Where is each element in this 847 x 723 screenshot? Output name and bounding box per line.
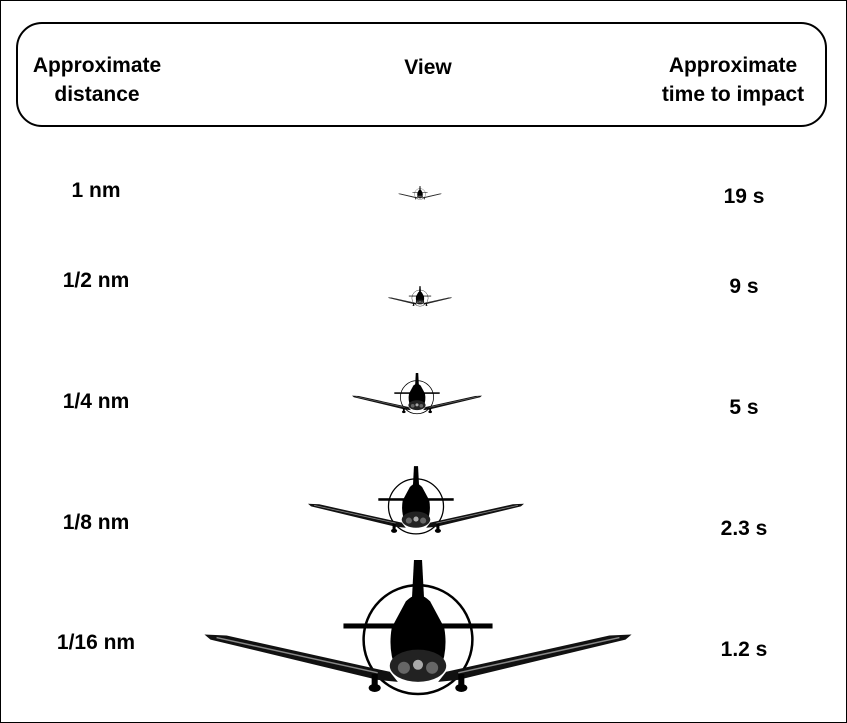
distance-label-row-3: 1/4 nm bbox=[62, 390, 130, 413]
aircraft-front-view-icon bbox=[388, 286, 452, 307]
column-header-view: View bbox=[404, 56, 452, 79]
aircraft-front-view-icon bbox=[308, 465, 524, 535]
time-label-row-1: 19 s bbox=[723, 185, 765, 208]
aircraft-front-view-icon bbox=[352, 372, 482, 415]
distance-label-row-2: 1/2 nm bbox=[62, 269, 130, 292]
distance-label-row-1: 1 nm bbox=[71, 179, 121, 202]
aircraft-front-view-icon bbox=[398, 186, 442, 200]
time-label-row-3: 5 s bbox=[729, 396, 759, 419]
distance-label-row-4: 1/8 nm bbox=[62, 511, 130, 534]
distance-label-row-5: 1/16 nm bbox=[56, 631, 136, 654]
time-label-row-4: 2.3 s bbox=[720, 517, 768, 540]
column-header-distance: Approximate distance bbox=[32, 54, 162, 106]
column-header-time: Approximate time to impact bbox=[661, 54, 805, 106]
header-panel bbox=[16, 22, 827, 127]
time-label-row-2: 9 s bbox=[729, 275, 759, 298]
aircraft-front-view-icon bbox=[204, 560, 632, 696]
time-label-row-5: 1.2 s bbox=[720, 638, 768, 661]
